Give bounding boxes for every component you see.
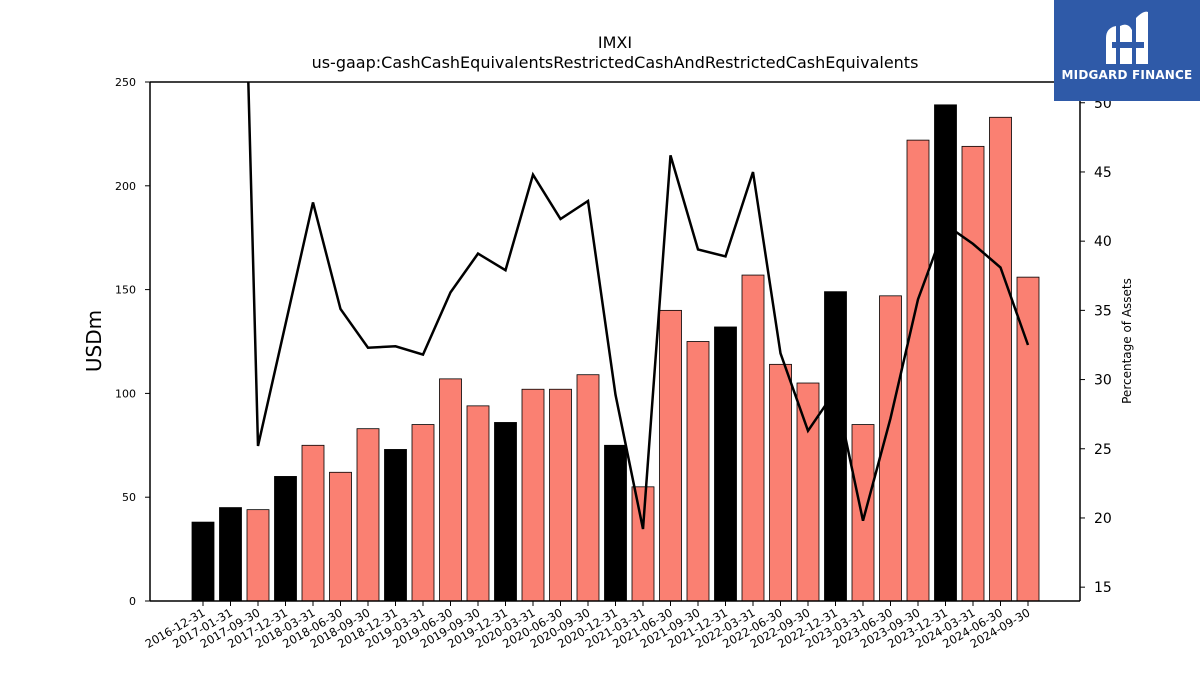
- bar: [906, 139, 930, 602]
- bar: [741, 274, 765, 602]
- y-tick-label: 0: [129, 595, 136, 608]
- bar: [329, 471, 352, 602]
- bar: [714, 326, 737, 602]
- bar: [246, 509, 270, 602]
- bar: [219, 507, 242, 602]
- y-tick-label: 50: [122, 491, 136, 504]
- y-tick-label: 100: [115, 387, 136, 400]
- bar: [411, 424, 435, 602]
- bar: [824, 291, 847, 602]
- brand-mark-icon: [1106, 11, 1148, 65]
- bar: [989, 116, 1012, 602]
- bar: [549, 388, 572, 602]
- y2-tick-label: 30: [1094, 373, 1112, 389]
- y2-tick-label: 35: [1094, 303, 1112, 319]
- y2-tick-label: 15: [1094, 580, 1112, 596]
- bar: [686, 341, 710, 602]
- bar: [439, 378, 462, 602]
- bar: [466, 405, 490, 602]
- y2-tick-label: 20: [1094, 511, 1112, 527]
- bar: [521, 388, 545, 602]
- bar: [191, 521, 215, 602]
- bar: [494, 422, 517, 602]
- y-tick-label: 200: [115, 180, 136, 193]
- y-tick-label: 150: [115, 284, 136, 297]
- y2-tick-label: 40: [1094, 234, 1112, 250]
- y-tick-label: 250: [115, 76, 136, 89]
- bar: [934, 104, 957, 602]
- y-axis-label: USDm: [82, 310, 106, 372]
- bar: [659, 309, 682, 602]
- percent-of-assets-line: [247, 82, 1030, 530]
- brand-name: MIDGARD FINANCE: [1061, 68, 1193, 82]
- y2-axis-label: Percentage of Assets: [1120, 278, 1134, 404]
- bar: [851, 424, 875, 602]
- bar: [576, 374, 600, 602]
- chart-title: IMXI: [598, 33, 632, 52]
- bar: [631, 486, 655, 602]
- bar: [384, 449, 407, 602]
- bar: [274, 476, 297, 602]
- bar: [301, 444, 325, 602]
- y2-tick-label: 45: [1094, 165, 1112, 181]
- bar: [356, 428, 380, 602]
- bar: [961, 145, 985, 602]
- bar: [796, 382, 820, 602]
- brand-logo: MIDGARD FINANCE: [1054, 0, 1200, 101]
- bar: [769, 363, 792, 602]
- chart-subtitle: us-gaap:CashCashEquivalentsRestrictedCas…: [312, 53, 919, 72]
- bar: [604, 444, 627, 602]
- y2-tick-label: 25: [1094, 442, 1112, 458]
